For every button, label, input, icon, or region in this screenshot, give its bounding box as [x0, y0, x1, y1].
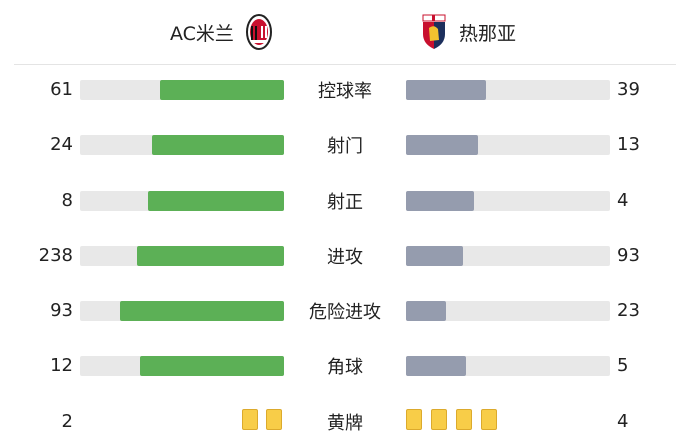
home-value: 238	[38, 245, 73, 266]
away-value: 23	[617, 300, 640, 321]
away-value: 13	[617, 134, 640, 155]
yellow-card-icon	[481, 409, 497, 430]
home-bar-track	[80, 301, 284, 321]
yellow-card-row: 2 黄牌 4	[0, 409, 690, 434]
yellow-card-icon	[406, 409, 422, 430]
stat-row: 12 角球 5	[0, 355, 690, 378]
home-bar-fill	[151, 135, 284, 155]
stat-row: 238 进攻 93	[0, 245, 690, 268]
away-bar-fill	[406, 356, 466, 376]
stat-row: 8 射正 4	[0, 190, 690, 213]
away-bar-fill	[406, 135, 478, 155]
away-team-header: 热那亚	[421, 14, 516, 50]
home-bar-fill	[120, 301, 284, 321]
home-value: 8	[61, 190, 73, 211]
home-bar-track	[80, 356, 284, 376]
yellow-card-icon	[431, 409, 447, 430]
home-bar-fill	[148, 191, 284, 211]
away-bar-track	[406, 246, 610, 266]
home-bar-track	[80, 246, 284, 266]
stat-label: 射门	[327, 136, 363, 157]
away-yellow-count: 4	[617, 411, 629, 432]
stat-label: 射正	[327, 192, 363, 213]
home-bar-fill	[159, 80, 284, 100]
away-bar-fill	[406, 80, 486, 100]
away-bar-fill	[406, 301, 447, 321]
away-bar-fill	[406, 246, 464, 266]
stat-row: 93 危险进攻 23	[0, 300, 690, 323]
stat-label: 危险进攻	[309, 302, 381, 323]
home-value: 12	[50, 355, 73, 376]
away-bar-track	[406, 191, 610, 211]
home-bar-fill	[140, 356, 284, 376]
yellow-card-icon	[456, 409, 472, 430]
away-value: 93	[617, 245, 640, 266]
home-team-name: AC米兰	[170, 22, 234, 45]
ac-milan-crest-icon	[245, 14, 272, 50]
away-bar-track	[406, 301, 610, 321]
away-value: 39	[617, 79, 640, 100]
yellow-card-icon	[242, 409, 258, 430]
stat-row: 24 射门 13	[0, 134, 690, 157]
stat-label: 进攻	[327, 247, 363, 268]
home-bar-fill	[137, 246, 284, 266]
away-bar-track	[406, 356, 610, 376]
genoa-crest-icon	[422, 14, 446, 49]
home-team-header: AC米兰	[170, 14, 272, 50]
stat-label: 角球	[327, 357, 363, 378]
home-bar-track	[80, 191, 284, 211]
away-value: 5	[617, 355, 629, 376]
away-bar-track	[406, 80, 610, 100]
yellow-card-icon	[266, 409, 282, 430]
stat-label: 控球率	[318, 81, 372, 102]
home-value: 24	[50, 134, 73, 155]
stat-label: 黄牌	[327, 413, 363, 434]
home-value: 61	[50, 79, 73, 100]
away-bar-track	[406, 135, 610, 155]
header-divider	[14, 64, 676, 65]
away-team-name: 热那亚	[459, 22, 517, 45]
home-bar-track	[80, 135, 284, 155]
home-bar-track	[80, 80, 284, 100]
stat-row: 61 控球率 39	[0, 79, 690, 102]
home-yellow-count: 2	[61, 411, 73, 432]
away-value: 4	[617, 190, 629, 211]
away-bar-fill	[406, 191, 474, 211]
home-value: 93	[50, 300, 73, 321]
